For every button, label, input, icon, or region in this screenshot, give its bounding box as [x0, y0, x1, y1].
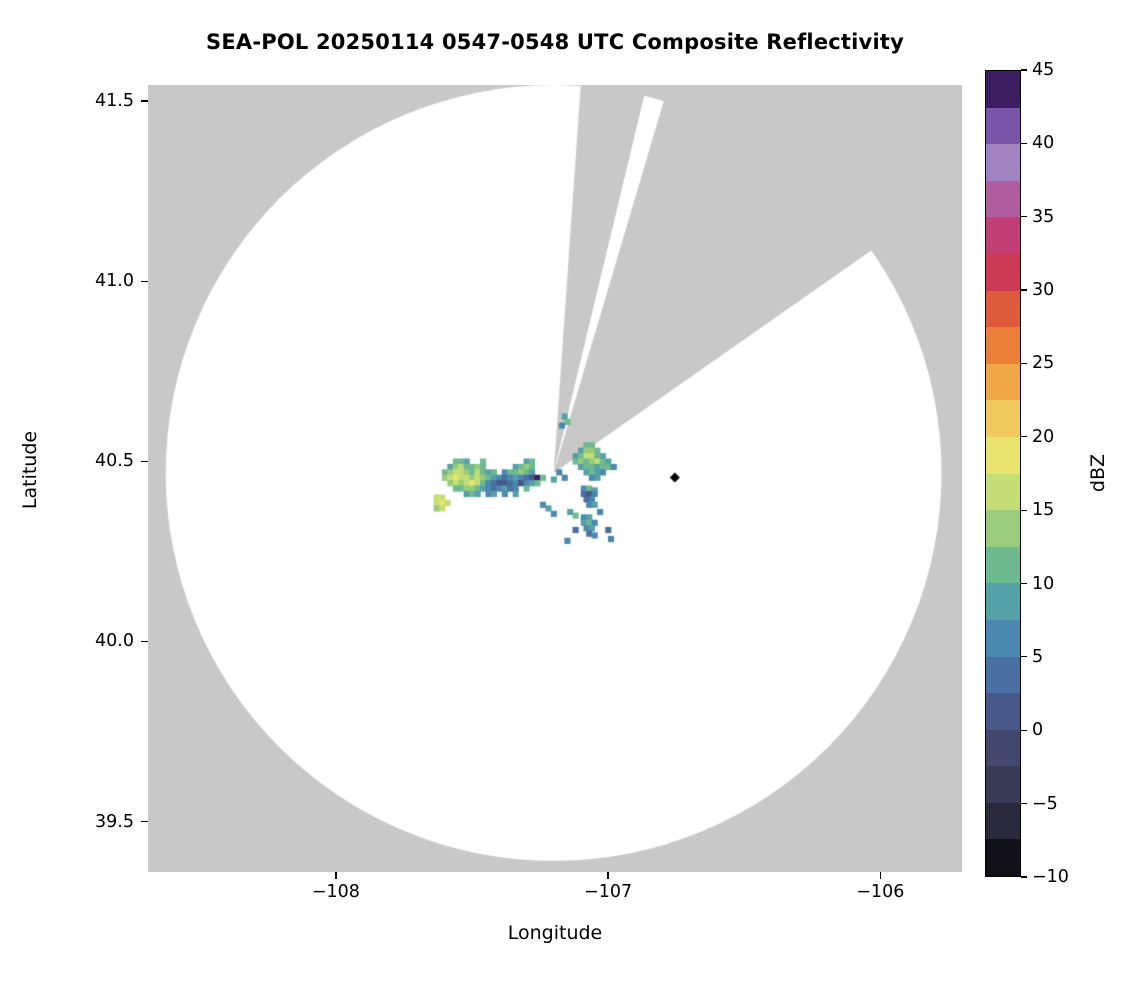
colorbar-segment — [986, 327, 1020, 364]
colorbar-tick-mark — [1021, 803, 1027, 805]
colorbar-segment — [986, 290, 1020, 328]
colorbar-tick-label: 45 — [1032, 60, 1055, 80]
colorbar-tick-label: 30 — [1032, 280, 1055, 301]
y-tick-mark — [141, 460, 148, 463]
colorbar-tick-mark — [1021, 729, 1027, 731]
colorbar-segment — [986, 619, 1020, 657]
colorbar-segment — [986, 802, 1020, 840]
colorbar-tick-mark — [1021, 142, 1027, 144]
y-tick-label: 39.5 — [95, 811, 134, 832]
colorbar-tick-mark — [1021, 656, 1027, 658]
colorbar-segment — [986, 693, 1020, 730]
x-tick-label: −106 — [856, 882, 905, 902]
colorbar-segment — [986, 729, 1020, 767]
y-tick-label: 40.5 — [95, 451, 134, 472]
colorbar-segment — [986, 583, 1020, 620]
x-tick-mark — [335, 872, 337, 879]
colorbar-label: dBZ — [1087, 453, 1109, 493]
colorbar-tick-label: −10 — [1032, 867, 1069, 887]
x-axis-label: Longitude — [507, 922, 603, 944]
colorbar-tick-mark — [1021, 436, 1027, 438]
y-tick-mark — [141, 820, 148, 823]
x-tick-mark — [607, 872, 609, 879]
colorbar-segment — [986, 217, 1020, 254]
y-tick-mark — [141, 640, 148, 643]
colorbar-tick-label: 10 — [1032, 573, 1055, 594]
colorbar-segment — [986, 546, 1020, 584]
y-tick-label: 41.0 — [95, 271, 134, 292]
colorbar-tick-mark — [1021, 509, 1027, 511]
colorbar-tick-label: 20 — [1032, 426, 1055, 447]
x-tick-label: −108 — [311, 882, 360, 902]
y-tick-label: 41.5 — [95, 91, 134, 112]
x-tick-mark — [879, 872, 882, 879]
colorbar-tick-mark — [1021, 582, 1027, 585]
y-tick-label: 40.0 — [95, 631, 134, 652]
colorbar-segment — [986, 656, 1020, 694]
colorbar-tick-label: 15 — [1032, 500, 1055, 521]
x-tick-label: −107 — [584, 882, 633, 902]
colorbar-tick-mark — [1021, 876, 1027, 878]
radar-canvas — [148, 85, 962, 872]
colorbar-tick-mark — [1021, 362, 1027, 365]
colorbar-segment — [986, 473, 1020, 511]
colorbar-segment — [986, 436, 1020, 474]
colorbar-segment — [986, 400, 1020, 437]
colorbar-tick-label: 0 — [1032, 720, 1044, 741]
colorbar-segment — [986, 510, 1020, 547]
plot-area — [148, 85, 962, 872]
colorbar-tick-mark — [1021, 289, 1027, 291]
colorbar-segment — [986, 253, 1020, 291]
y-tick-mark — [141, 100, 148, 102]
colorbar-segment — [986, 766, 1020, 803]
colorbar-tick-label: 40 — [1032, 133, 1055, 154]
colorbar-segment — [986, 107, 1020, 145]
colorbar-tick-label: 35 — [1032, 206, 1055, 227]
colorbar-segment — [986, 180, 1020, 218]
colorbar-tick-label: 25 — [1032, 353, 1055, 374]
y-axis-label: Latitude — [19, 430, 41, 510]
colorbar-segment — [986, 363, 1020, 401]
colorbar-segment — [986, 71, 1020, 108]
colorbar — [985, 70, 1021, 877]
colorbar-tick-label: −5 — [1032, 793, 1058, 814]
colorbar-tick-label: 5 — [1032, 646, 1044, 667]
colorbar-segment — [986, 839, 1020, 877]
colorbar-tick-mark — [1021, 69, 1027, 71]
y-tick-mark — [141, 280, 148, 283]
figure-title: SEA-POL 20250114 0547-0548 UTC Composite… — [206, 30, 904, 54]
colorbar-tick-mark — [1021, 216, 1027, 218]
colorbar-segment — [986, 144, 1020, 181]
